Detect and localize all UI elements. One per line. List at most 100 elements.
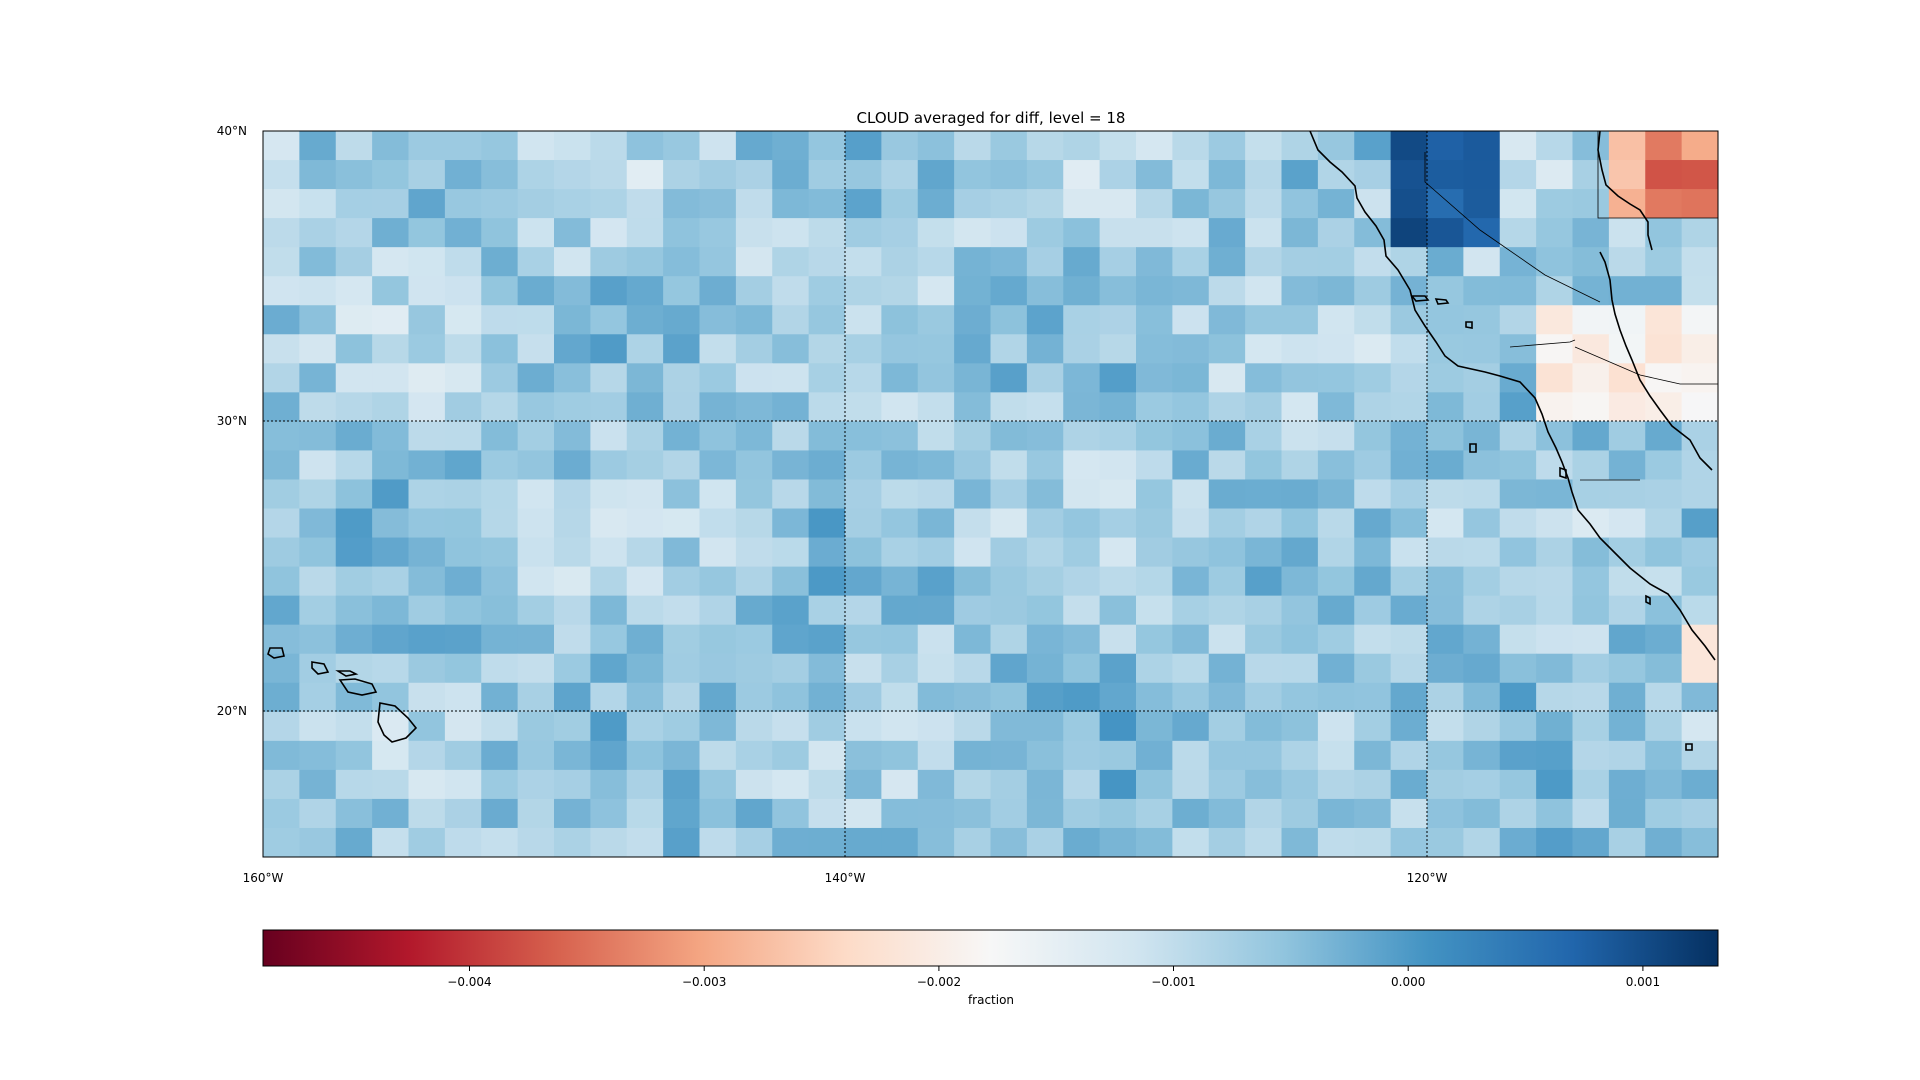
data-cell — [1281, 276, 1319, 306]
data-cell — [954, 740, 992, 771]
data-cell — [808, 624, 846, 655]
data-cell — [481, 711, 519, 742]
data-cell — [335, 711, 373, 742]
data-cell — [954, 131, 992, 161]
data-cell — [772, 827, 810, 857]
data-cell — [372, 769, 410, 800]
data-cell — [1536, 247, 1574, 277]
data-cell — [1245, 653, 1283, 684]
data-cell — [335, 508, 373, 539]
data-cell — [881, 189, 919, 219]
data-cell — [1354, 740, 1392, 771]
data-cell — [1354, 566, 1392, 597]
data-cell — [1317, 537, 1355, 568]
data-cell — [1390, 479, 1428, 510]
data-cell — [517, 537, 555, 568]
data-cell — [1499, 334, 1537, 364]
data-cell — [1317, 827, 1355, 857]
data-cell — [917, 421, 955, 452]
data-cell — [735, 827, 773, 857]
data-cell — [1463, 305, 1501, 335]
data-cell — [881, 595, 919, 626]
data-cell — [1536, 653, 1574, 684]
data-cell — [990, 276, 1028, 306]
data-cell — [1172, 421, 1210, 452]
data-cell — [954, 479, 992, 510]
data-cell — [372, 421, 410, 452]
data-cell — [1427, 827, 1464, 857]
data-cell — [1681, 160, 1718, 190]
data-cell — [1099, 682, 1137, 713]
data-cell — [772, 421, 810, 452]
data-cell — [1536, 363, 1574, 393]
data-cell — [372, 798, 410, 829]
data-cell — [1099, 479, 1137, 510]
data-cell — [954, 798, 992, 829]
data-cell — [1572, 537, 1610, 568]
data-cell — [1463, 682, 1501, 713]
data-cell — [1026, 595, 1064, 626]
data-cell — [735, 740, 773, 771]
data-cell — [954, 566, 992, 597]
data-cell — [554, 276, 591, 306]
data-cell — [626, 218, 664, 248]
data-cell — [735, 334, 773, 364]
data-cell — [481, 798, 519, 829]
data-cell — [699, 450, 737, 481]
data-cell — [808, 769, 846, 800]
data-cell — [481, 566, 519, 597]
data-cell — [1390, 276, 1428, 306]
data-cell — [1099, 711, 1137, 742]
data-cell — [1136, 711, 1173, 742]
data-cell — [1136, 537, 1173, 568]
data-cell — [1063, 653, 1101, 684]
data-cell — [1427, 769, 1464, 800]
data-cell — [626, 798, 664, 829]
data-cell — [954, 392, 992, 422]
data-cell — [881, 421, 919, 452]
data-cell — [263, 508, 300, 539]
data-cell — [408, 363, 446, 393]
data-cell — [626, 450, 664, 481]
data-cell — [1499, 276, 1537, 306]
data-cell — [372, 595, 410, 626]
data-cell — [444, 798, 482, 829]
data-cell — [699, 711, 737, 742]
data-cell — [1136, 682, 1173, 713]
data-cell — [1063, 624, 1101, 655]
data-cell — [1645, 247, 1683, 277]
data-cell — [1317, 363, 1355, 393]
data-cell — [1281, 218, 1319, 248]
data-cell — [408, 479, 446, 510]
data-cell — [554, 218, 591, 248]
data-cell — [699, 334, 737, 364]
data-cell — [626, 247, 664, 277]
data-cell — [1099, 595, 1137, 626]
data-cell — [481, 189, 519, 219]
data-cell — [444, 218, 482, 248]
data-cell — [263, 711, 300, 742]
data-cell — [1645, 363, 1683, 393]
data-cell — [1608, 798, 1646, 829]
data-cell — [1317, 711, 1355, 742]
data-cell — [626, 624, 664, 655]
data-cell — [1427, 798, 1464, 829]
data-cell — [917, 392, 955, 422]
data-cell — [1172, 740, 1210, 771]
data-cell — [517, 740, 555, 771]
data-cell — [1645, 624, 1683, 655]
data-cell — [1172, 334, 1210, 364]
data-cell — [1681, 276, 1718, 306]
data-cell — [335, 566, 373, 597]
lon-label-120w: 120°W — [1407, 871, 1448, 885]
data-cell — [1608, 624, 1646, 655]
data-cell — [408, 740, 446, 771]
data-cell — [1390, 160, 1428, 190]
data-cell — [845, 450, 882, 481]
data-cell — [444, 160, 482, 190]
data-cell — [1427, 479, 1464, 510]
data-cell — [1390, 218, 1428, 248]
data-cell — [299, 827, 337, 857]
data-cell — [699, 595, 737, 626]
data-cell — [1645, 508, 1683, 539]
